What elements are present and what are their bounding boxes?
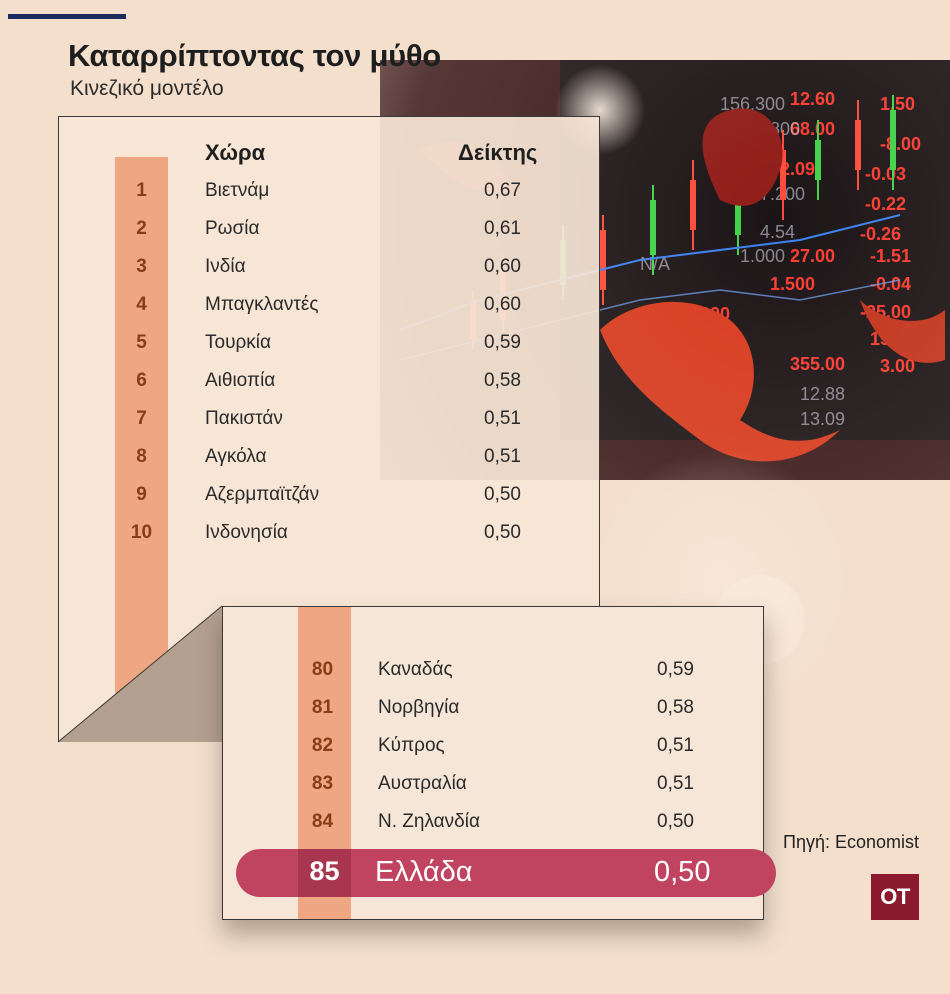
index-value: 0,60: [484, 256, 521, 277]
highlight-value: 0,50: [654, 856, 711, 888]
svg-text:13.09: 13.09: [800, 409, 845, 429]
svg-text:1.50: 1.50: [880, 94, 915, 114]
chart-title: Καταρρίπτοντας τον μύθο: [68, 38, 441, 73]
highlight-rank-cell: [298, 849, 351, 897]
svg-text:27.00: 27.00: [790, 246, 835, 266]
country-name: Τουρκία: [205, 332, 271, 353]
index-value: 0,50: [484, 522, 521, 543]
highlight-country: Ελλάδα: [375, 856, 473, 888]
country-name: Ν. Ζηλανδία: [378, 811, 480, 832]
rank-number: 10: [130, 522, 153, 543]
index-value: 0,51: [657, 773, 694, 794]
top-accent-rule: [8, 14, 126, 19]
rank-number: 8: [136, 446, 147, 467]
svg-text:-1.51: -1.51: [870, 246, 911, 266]
country-name: Νορβηγία: [378, 697, 460, 718]
chart-subtitle: Κινεζικό μοντέλο: [70, 77, 224, 100]
country-name: Βιετνάμ: [205, 180, 270, 201]
country-name: Μπαγκλαντές: [205, 294, 319, 315]
svg-text:-0.04: -0.04: [870, 274, 911, 294]
index-value: 0,51: [484, 408, 521, 429]
rank-column-strip-top: [115, 157, 168, 693]
rank-number: 84: [311, 811, 334, 832]
ot-logo: OT: [871, 874, 919, 920]
rank-number: 83: [311, 773, 334, 794]
svg-text:-0.26: -0.26: [860, 224, 901, 244]
country-name: Αζερμπαϊτζάν: [205, 484, 320, 505]
svg-text:3.00: 3.00: [880, 356, 915, 376]
rank-number: 81: [311, 697, 334, 718]
svg-text:2.09: 2.09: [780, 159, 815, 179]
rank-number: 4: [136, 294, 147, 315]
index-value: 0,50: [484, 484, 521, 505]
country-name: Ινδονησία: [205, 522, 288, 543]
svg-text:-0.03: -0.03: [865, 164, 906, 184]
svg-text:4.54: 4.54: [760, 222, 795, 242]
country-name: Καναδάς: [378, 659, 453, 680]
rank-number: 9: [136, 484, 147, 505]
country-name: Ρωσία: [205, 218, 260, 239]
svg-text:-0.22: -0.22: [865, 194, 906, 214]
country-name: Αιθιοπία: [205, 370, 276, 391]
rank-number: 82: [311, 735, 334, 756]
column-header-index: Δείκτης: [458, 140, 538, 165]
index-value: 0,58: [657, 697, 694, 718]
svg-text:-8.00: -8.00: [880, 134, 921, 154]
index-value: 0,58: [484, 370, 521, 391]
index-value: 0,61: [484, 218, 521, 239]
svg-text:1.000: 1.000: [740, 246, 785, 266]
index-value: 0,67: [484, 180, 521, 201]
index-value: 0,51: [657, 735, 694, 756]
page-fold-corner: [58, 605, 223, 743]
rank-number: 5: [136, 332, 147, 353]
rank-number: 2: [136, 218, 147, 239]
country-name: Αγκόλα: [205, 446, 267, 467]
index-value: 0,59: [484, 332, 521, 353]
highlight-rank: 85: [309, 856, 340, 886]
index-value: 0,51: [484, 446, 521, 467]
source-note: Πηγή: Economist: [783, 832, 920, 852]
country-name: Πακιστάν: [205, 408, 283, 429]
svg-text:1.500: 1.500: [770, 274, 815, 294]
country-name: Κύπρος: [378, 735, 445, 756]
column-header-country: Χώρα: [205, 140, 266, 165]
rank-number: 6: [136, 370, 147, 391]
rank-number: 7: [136, 408, 147, 429]
svg-text:355.00: 355.00: [790, 354, 845, 374]
svg-text:12.60: 12.60: [790, 89, 835, 109]
svg-text:12.88: 12.88: [800, 384, 845, 404]
country-name: Ινδία: [205, 256, 246, 277]
country-name: Αυστραλία: [378, 773, 467, 794]
index-value: 0,59: [657, 659, 694, 680]
rank-number: 80: [311, 659, 334, 680]
index-value: 0,60: [484, 294, 521, 315]
rank-number: 3: [136, 256, 147, 277]
rank-number: 1: [136, 180, 147, 201]
index-value: 0,50: [657, 811, 694, 832]
svg-text:68.00: 68.00: [790, 119, 835, 139]
